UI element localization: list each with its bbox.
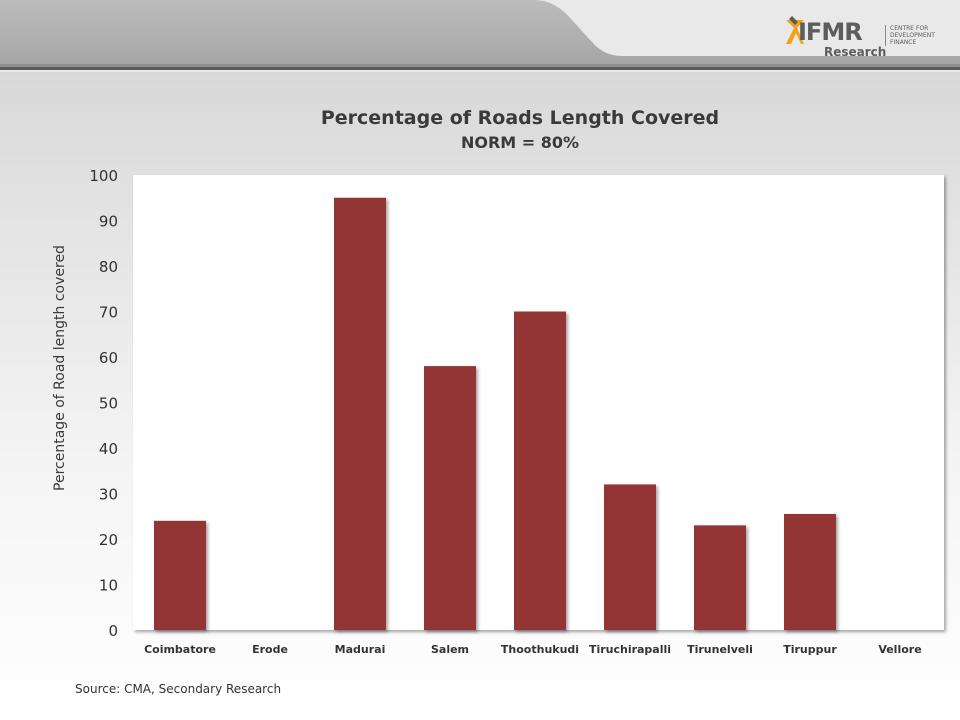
logo-side-line: DEVELOPMENT xyxy=(890,32,935,39)
logo-side-text: CENTRE FOR DEVELOPMENT FINANCE xyxy=(885,25,950,46)
bar-tiruppur xyxy=(784,513,836,630)
bar-coimbatore xyxy=(154,520,206,630)
x-tick-label: Erode xyxy=(252,643,288,656)
bars xyxy=(154,197,836,630)
x-tick-label: Vellore xyxy=(878,643,921,656)
x-tick-label: Madurai xyxy=(335,643,386,656)
y-tick-label: 80 xyxy=(99,258,118,276)
bar-thoothukudi xyxy=(514,311,566,630)
y-tick-label: 0 xyxy=(108,622,118,640)
logo-mark-icon xyxy=(786,16,804,44)
source-note: Source: CMA, Secondary Research xyxy=(75,682,282,696)
y-tick-label: 10 xyxy=(99,577,118,595)
y-tick-label: 90 xyxy=(99,213,118,231)
y-tick-label: 70 xyxy=(99,304,118,322)
bar-madurai xyxy=(334,197,386,630)
y-tick-label: 30 xyxy=(99,486,118,504)
logo-subword: Research xyxy=(824,45,887,59)
x-tick-label: Thoothukudi xyxy=(501,643,579,656)
x-tick-label: Coimbatore xyxy=(144,643,216,656)
x-tick-label: Tiruchirapalli xyxy=(589,643,671,656)
logo-word: IFMR xyxy=(798,18,863,46)
bar-tirunelveli xyxy=(694,525,746,630)
x-axis-ticks: Coimbatore Erode Madurai Salem Thoothukudi Ti… xyxy=(144,643,922,656)
bar-salem xyxy=(424,366,476,630)
chart-title: Percentage of Roads Length Covered xyxy=(320,107,720,129)
x-tick-label: Tirunelveli xyxy=(687,643,753,656)
bar-tiruchirapalli xyxy=(604,484,656,630)
y-axis-label: Percentage of Road length covered xyxy=(52,245,68,491)
y-tick-label: 20 xyxy=(99,531,118,549)
y-tick-label: 50 xyxy=(99,395,118,413)
ifmr-logo: IFMR Research CENTRE FOR DEVELOPMENT FIN… xyxy=(782,14,942,64)
y-tick-label: 60 xyxy=(99,349,118,367)
y-tick-label: 100 xyxy=(89,167,118,185)
logo-side-line: CENTRE FOR xyxy=(890,25,929,32)
x-tick-label: Tiruppur xyxy=(783,643,837,656)
logo-side-line: FINANCE xyxy=(890,39,917,46)
y-tick-label: 40 xyxy=(99,440,118,458)
chart-subtitle: NORM = 80% xyxy=(460,133,580,152)
x-tick-label: Salem xyxy=(431,643,469,656)
y-axis-ticks: 0 10 20 30 40 50 60 70 80 90 100 xyxy=(89,167,118,640)
